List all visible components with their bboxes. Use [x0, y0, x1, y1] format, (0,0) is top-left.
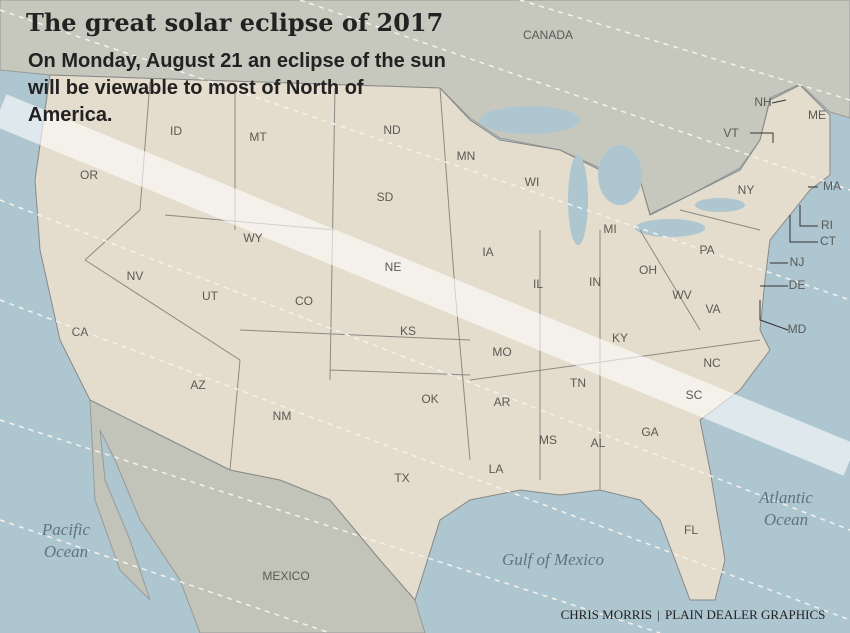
state-label: ID	[170, 124, 182, 138]
credit-separator: |	[657, 607, 660, 622]
state-label: WI	[525, 175, 540, 189]
state-label: LA	[489, 462, 504, 476]
labels: ID MT ND MN OR WI SD WY NE IA MI NV UT CO IL IN OH PA NY VT…	[72, 95, 841, 537]
water-label: Gulf of Mexico	[502, 550, 604, 569]
state-label: GA	[641, 425, 658, 439]
state-label: TN	[570, 376, 586, 390]
state-label: WY	[243, 231, 262, 245]
state-label: OK	[421, 392, 438, 406]
eclipse-path	[0, 94, 850, 476]
state-label: NH	[754, 95, 771, 109]
state-label: CO	[295, 294, 313, 308]
leader-lines	[750, 99, 818, 331]
state-label: MN	[457, 149, 476, 163]
state-label: UT	[202, 289, 219, 303]
state-label: RI	[821, 218, 833, 232]
state-label: OH	[639, 263, 657, 277]
state-label: CA	[72, 325, 89, 339]
great-lakes	[480, 106, 745, 245]
subtitle: On Monday, August 21 an eclipse of the s…	[28, 50, 446, 126]
state-label: KS	[400, 324, 416, 338]
state-label: MT	[249, 130, 267, 144]
state-label: WV	[672, 288, 691, 302]
state-label: SD	[377, 190, 394, 204]
state-label: IN	[589, 275, 601, 289]
state-label: NE	[385, 260, 402, 274]
state-label: VT	[723, 126, 739, 140]
state-label: SC	[686, 388, 703, 402]
state-label: MD	[788, 322, 807, 336]
state-label: IA	[482, 245, 493, 259]
state-label: CT	[820, 234, 837, 248]
state-label: ME	[808, 108, 826, 122]
state-label: AR	[494, 395, 511, 409]
state-label: NM	[273, 409, 292, 423]
water-label: Pacific	[41, 520, 91, 539]
credit: PLAIN DEALER GRAPHICS	[665, 607, 825, 622]
state-label: AZ	[190, 378, 205, 392]
state-label: IL	[533, 277, 543, 291]
state-label: MS	[539, 433, 557, 447]
state-label: ND	[383, 123, 401, 137]
state-label: NJ	[790, 255, 805, 269]
water-label: Ocean	[764, 510, 808, 529]
state-label: PA	[699, 243, 714, 257]
credit: CHRIS MORRIS	[561, 607, 652, 622]
state-label: VA	[705, 302, 720, 316]
state-label: NV	[127, 269, 144, 283]
state-label: MI	[603, 222, 616, 236]
state-label: OR	[80, 168, 98, 182]
water-label: Atlantic	[758, 488, 813, 507]
state-label: DE	[789, 278, 806, 292]
state-label: TX	[394, 471, 409, 485]
state-label: NC	[703, 356, 721, 370]
title: The great solar eclipse of 2017	[26, 8, 444, 37]
state-label: MA	[823, 179, 841, 193]
water-label: Ocean	[44, 542, 88, 561]
state-label: NY	[738, 183, 755, 197]
state-label: KY	[612, 331, 628, 345]
state-label: AL	[591, 436, 606, 450]
state-label: MO	[492, 345, 511, 359]
region-label: MEXICO	[262, 569, 309, 583]
region-label: CANADA	[523, 28, 573, 42]
state-label: FL	[684, 523, 698, 537]
